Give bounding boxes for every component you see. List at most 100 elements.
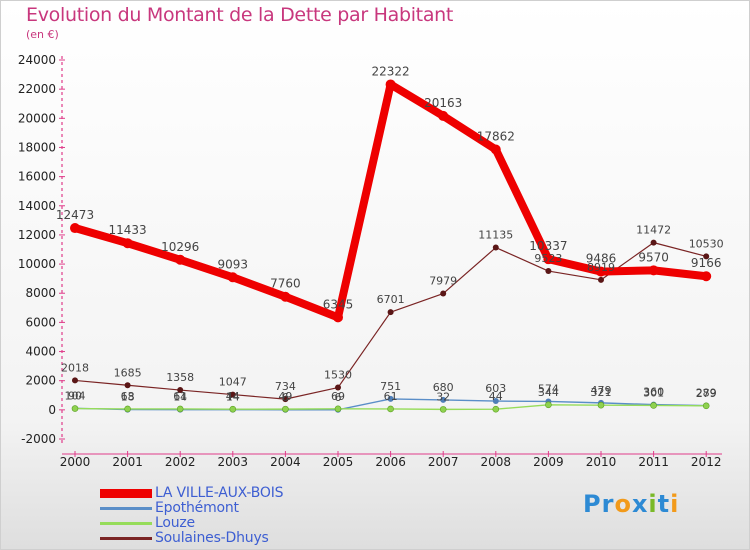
data-label: 9093 bbox=[218, 257, 249, 271]
data-label: 9486 bbox=[586, 252, 617, 266]
data-label: 344 bbox=[538, 386, 559, 399]
data-point bbox=[650, 239, 657, 246]
data-label: 11472 bbox=[636, 224, 671, 237]
series-line bbox=[73, 80, 707, 322]
legend-item: Epothémont bbox=[100, 500, 360, 516]
data-label: 321 bbox=[591, 386, 612, 399]
data-point bbox=[280, 291, 291, 302]
chart-legend: LA VILLE-AUX-BOIS Epothémont Louze Soulaine… bbox=[100, 485, 360, 546]
y-tick-label: -2000 bbox=[21, 432, 56, 446]
legend-label: LA VILLE-AUX-BOIS bbox=[155, 485, 284, 501]
data-label: 104 bbox=[65, 389, 86, 402]
y-tick-label: 18000 bbox=[18, 140, 56, 154]
data-point bbox=[597, 401, 605, 409]
data-label: 10337 bbox=[529, 239, 567, 253]
data-point bbox=[333, 312, 343, 323]
y-tick-label: 0 bbox=[48, 403, 56, 417]
data-label: 680 bbox=[433, 381, 454, 394]
x-tick-label: 2009 bbox=[533, 455, 564, 469]
x-tick-label: 2010 bbox=[586, 455, 617, 469]
series-2-group bbox=[71, 401, 710, 413]
proxiti-logo: Proxiti bbox=[583, 490, 679, 518]
data-point bbox=[545, 268, 552, 275]
data-label: 289 bbox=[696, 387, 717, 400]
data-point bbox=[650, 402, 657, 409]
y-tick-label: 10000 bbox=[18, 257, 56, 271]
data-point bbox=[124, 382, 131, 389]
data-point bbox=[543, 254, 554, 265]
x-tick-label: 2000 bbox=[60, 455, 91, 469]
data-point bbox=[387, 405, 394, 413]
legend-swatch bbox=[100, 507, 152, 510]
data-point bbox=[335, 384, 341, 391]
data-label: 12473 bbox=[56, 208, 94, 222]
data-label: 9570 bbox=[638, 250, 669, 264]
data-point bbox=[545, 401, 552, 409]
data-label: 14 bbox=[226, 391, 240, 404]
data-point bbox=[385, 79, 396, 90]
data-label: 1685 bbox=[114, 366, 142, 379]
data-point bbox=[439, 406, 447, 413]
data-point bbox=[598, 276, 604, 283]
x-tick-label: 2001 bbox=[112, 455, 143, 469]
chart-title: Evolution du Montant de la Dette par Hab… bbox=[26, 4, 454, 26]
data-point bbox=[440, 396, 447, 403]
data-label: 6 bbox=[335, 391, 342, 404]
y-tick-label: 6000 bbox=[25, 315, 56, 329]
logo-letter: o bbox=[614, 490, 632, 518]
x-tick-label: 2003 bbox=[218, 455, 249, 469]
x-tick-label: 2011 bbox=[638, 455, 669, 469]
x-tick-label: 2012 bbox=[691, 455, 722, 469]
data-label: 1530 bbox=[324, 369, 352, 382]
data-label: 479 bbox=[591, 384, 612, 397]
data-point bbox=[596, 266, 606, 277]
logo-letter: P bbox=[583, 490, 602, 518]
data-point bbox=[703, 253, 710, 260]
data-label: 574 bbox=[538, 382, 559, 395]
data-label: 22322 bbox=[372, 64, 410, 78]
data-point bbox=[440, 290, 447, 297]
legend-label: Louze bbox=[155, 515, 195, 531]
data-point bbox=[282, 396, 289, 403]
logo-letter: t bbox=[657, 490, 671, 518]
data-label: 8919 bbox=[587, 261, 615, 274]
data-point bbox=[492, 244, 499, 251]
data-point bbox=[282, 405, 289, 413]
data-label: 360 bbox=[643, 386, 664, 399]
data-label: 734 bbox=[275, 380, 296, 393]
x-tick-label: 2005 bbox=[323, 455, 354, 469]
y-tick-label: 4000 bbox=[25, 345, 56, 359]
y-tick-label: 22000 bbox=[18, 82, 56, 96]
data-label: 20163 bbox=[424, 96, 462, 110]
data-point bbox=[229, 391, 236, 398]
data-point bbox=[702, 402, 710, 410]
data-label: 6345 bbox=[323, 297, 354, 311]
data-point bbox=[124, 405, 131, 413]
data-label: 6 bbox=[282, 391, 289, 404]
x-tick-label: 2007 bbox=[428, 455, 459, 469]
data-point bbox=[387, 395, 394, 402]
legend-label: Epothémont bbox=[155, 500, 239, 516]
data-label: 279 bbox=[696, 387, 717, 400]
data-label: 14 bbox=[173, 391, 187, 404]
logo-letter: i bbox=[670, 490, 680, 518]
data-label: 603 bbox=[485, 382, 506, 395]
data-label: 7979 bbox=[429, 275, 457, 288]
legend-swatch bbox=[100, 537, 152, 540]
y-tick-label: 8000 bbox=[25, 286, 56, 300]
legend-swatch bbox=[100, 522, 152, 525]
data-point bbox=[175, 254, 186, 265]
data-label: 90 bbox=[68, 390, 82, 403]
data-label: 2018 bbox=[61, 361, 89, 374]
data-label: 751 bbox=[380, 380, 401, 393]
data-label: 49 bbox=[278, 390, 292, 403]
logo-letter: i bbox=[648, 490, 658, 518]
x-tick-label: 2006 bbox=[375, 455, 406, 469]
data-label: 32 bbox=[436, 390, 450, 403]
logo-letter: x bbox=[631, 490, 649, 518]
data-label: 11433 bbox=[109, 223, 147, 237]
data-label: 1358 bbox=[166, 371, 194, 384]
data-point bbox=[492, 405, 500, 413]
data-point bbox=[387, 309, 394, 316]
